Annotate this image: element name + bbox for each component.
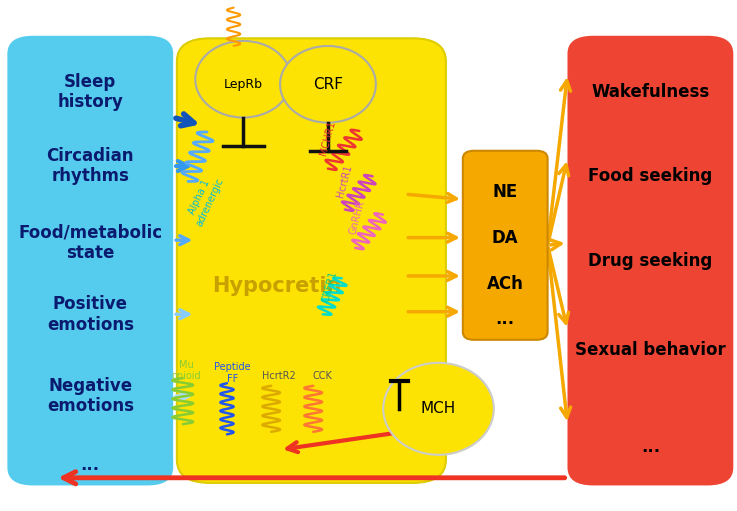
Text: HcrtR1: HcrtR1 — [336, 164, 354, 199]
Text: MCH: MCH — [421, 401, 456, 416]
Text: Food/metabolic
state: Food/metabolic state — [18, 223, 162, 262]
Text: Drug seeking: Drug seeking — [588, 251, 713, 270]
Text: MCHR1: MCHR1 — [318, 120, 338, 156]
FancyBboxPatch shape — [7, 36, 173, 485]
Text: Peptide
FF: Peptide FF — [214, 362, 251, 384]
Text: ...: ... — [81, 456, 99, 474]
Ellipse shape — [383, 363, 494, 455]
Text: CRFR1: CRFR1 — [321, 269, 339, 303]
FancyBboxPatch shape — [567, 36, 733, 485]
Text: DA: DA — [492, 228, 519, 247]
Text: ...: ... — [641, 438, 660, 456]
Ellipse shape — [280, 46, 376, 123]
Text: CRF: CRF — [313, 77, 343, 92]
Text: Circadian
rhythms: Circadian rhythms — [46, 147, 134, 185]
Text: Sexual behavior: Sexual behavior — [575, 341, 726, 359]
Text: Wakefulness: Wakefulness — [591, 83, 710, 101]
Text: Hypocretin: Hypocretin — [212, 276, 341, 296]
Text: NE: NE — [492, 182, 518, 201]
Ellipse shape — [195, 41, 291, 118]
Text: Mu
opioid: Mu opioid — [172, 360, 201, 381]
Text: LepRb: LepRb — [224, 78, 262, 91]
Text: Alpha 1
adrenergic: Alpha 1 adrenergic — [184, 171, 226, 227]
Text: CCK: CCK — [313, 370, 332, 381]
Text: Positive
emotions: Positive emotions — [46, 295, 134, 334]
Text: GnRHR: GnRHR — [348, 199, 367, 235]
Text: Negative
emotions: Negative emotions — [46, 377, 134, 415]
Text: ...: ... — [496, 310, 514, 329]
Text: HcrtR2: HcrtR2 — [262, 370, 296, 381]
Text: ACh: ACh — [486, 274, 524, 293]
Text: Food seeking: Food seeking — [588, 167, 713, 185]
FancyBboxPatch shape — [463, 151, 548, 340]
Text: Sleep
history: Sleep history — [57, 73, 123, 111]
FancyBboxPatch shape — [177, 38, 446, 483]
